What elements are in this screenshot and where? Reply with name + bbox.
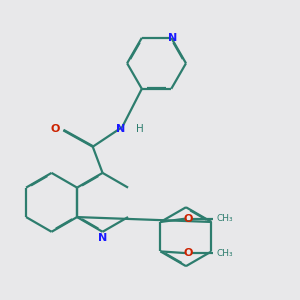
Text: O: O [50,124,60,134]
Text: O: O [184,214,193,224]
Text: CH₃: CH₃ [216,249,233,258]
Text: N: N [116,124,125,134]
Text: O: O [184,248,193,258]
Text: CH₃: CH₃ [216,214,233,223]
Text: N: N [98,233,107,243]
Text: N: N [168,33,178,43]
Text: H: H [136,124,144,134]
